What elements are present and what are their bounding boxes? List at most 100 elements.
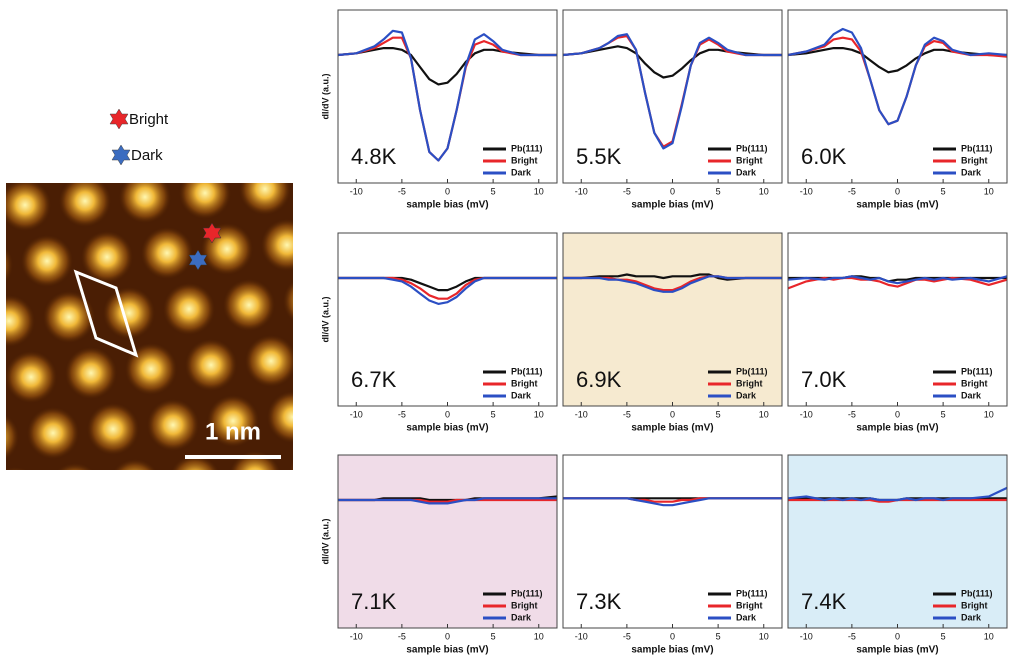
y-axis-label: dI/dV (a.u.) (320, 296, 330, 342)
key-dark: Dark (131, 147, 163, 164)
legend-label: Pb(111) (961, 588, 993, 598)
page: {"key": {"bright": "Bright", "dark": "Da… (0, 0, 1018, 657)
stm-atom (131, 515, 183, 567)
x-tick-label: 5 (941, 186, 946, 196)
stm-atom (0, 179, 51, 231)
legend-label: Bright (736, 600, 763, 610)
x-tick-label: 10 (534, 409, 544, 419)
x-axis-label: sample bias (mV) (856, 645, 938, 656)
legend-label: Pb(111) (511, 143, 543, 153)
x-tick-label: 10 (759, 186, 769, 196)
scale-label: 1 nm (205, 418, 261, 445)
stm-atom (49, 463, 101, 515)
panel-title: 7.4K (801, 589, 847, 614)
x-axis-label: sample bias (mV) (631, 423, 713, 434)
x-tick-label: 0 (670, 631, 675, 641)
legend-label: Pb(111) (961, 143, 993, 153)
panel-title: 6.0K (801, 144, 847, 169)
legend-label: Bright (736, 155, 763, 165)
stm-atom (81, 231, 133, 283)
legend-label: Pb(111) (736, 366, 768, 376)
x-tick-label: 5 (716, 631, 721, 641)
x-tick-label: -5 (398, 186, 406, 196)
legend-label: Pb(111) (961, 366, 993, 376)
x-tick-label: 5 (941, 631, 946, 641)
x-axis-label: sample bias (mV) (856, 423, 938, 434)
x-tick-label: -10 (575, 186, 588, 196)
x-tick-label: 0 (670, 186, 675, 196)
x-axis-label: sample bias (mV) (631, 200, 713, 211)
stm-atom (245, 335, 297, 387)
stm-atom (5, 351, 57, 403)
x-tick-label: 10 (759, 631, 769, 641)
x-tick-label: 5 (941, 409, 946, 419)
stm-atom (21, 235, 73, 287)
panel-title: 6.7K (351, 367, 397, 392)
chart-panel: -10-50510sample bias (mV)6.0KPb(111)Brig… (788, 10, 1007, 211)
legend-label: Bright (961, 600, 988, 610)
legend-label: Pb(111) (736, 143, 768, 153)
key-bright: Bright (129, 111, 169, 128)
x-axis-label: sample bias (mV) (406, 200, 488, 211)
legend-label: Dark (511, 167, 532, 177)
legend-label: Dark (736, 612, 757, 622)
x-tick-label: -10 (800, 186, 813, 196)
legend-label: Bright (961, 155, 988, 165)
x-tick-label: -10 (800, 631, 813, 641)
stm-atom (179, 167, 231, 219)
x-tick-label: 10 (534, 631, 544, 641)
x-tick-label: 5 (491, 409, 496, 419)
x-tick-label: -10 (350, 409, 363, 419)
stm-atom (125, 343, 177, 395)
stm-atom (169, 455, 221, 507)
x-tick-label: -10 (350, 186, 363, 196)
x-axis-label: sample bias (mV) (631, 645, 713, 656)
legend-label: Dark (511, 612, 532, 622)
x-tick-label: 0 (445, 409, 450, 419)
x-tick-label: -10 (575, 631, 588, 641)
stm-atom (27, 407, 79, 459)
x-tick-label: 0 (670, 409, 675, 419)
x-axis-label: sample bias (mV) (406, 423, 488, 434)
stm-atom (239, 163, 291, 215)
x-tick-label: 5 (491, 186, 496, 196)
legend-label: Dark (511, 390, 532, 400)
stm-atom (261, 219, 313, 271)
x-tick-label: 0 (895, 186, 900, 196)
x-tick-label: 0 (895, 409, 900, 419)
stm-atom (191, 511, 243, 563)
panel-title: 5.5K (576, 144, 622, 169)
y-axis-label: dI/dV (a.u.) (320, 73, 330, 119)
stm-atom (11, 523, 63, 575)
stm-atom (43, 291, 95, 343)
bright-star (110, 109, 128, 129)
stm-atom (147, 399, 199, 451)
panel-title: 7.3K (576, 589, 622, 614)
x-tick-label: 10 (534, 186, 544, 196)
x-tick-label: 10 (984, 186, 994, 196)
stm-atom (141, 227, 193, 279)
chart-panel: -10-50510sample bias (mV)dI/dV (a.u.)6.7… (320, 233, 557, 434)
stm-atom (251, 507, 303, 559)
x-tick-label: 10 (984, 631, 994, 641)
legend-label: Dark (736, 390, 757, 400)
legend-label: Pb(111) (511, 588, 543, 598)
x-tick-label: 5 (491, 631, 496, 641)
stm-atom (37, 119, 89, 171)
stm-atom (0, 467, 41, 519)
stm-atom (267, 391, 319, 443)
x-tick-label: 0 (445, 631, 450, 641)
legend-label: Dark (961, 612, 982, 622)
x-tick-label: 0 (445, 186, 450, 196)
figure: Bright Dark 1 nm -10 -5 0 5 10 sample bias (m… (0, 0, 1018, 657)
x-tick-label: 0 (895, 631, 900, 641)
stm-atom (0, 123, 29, 175)
x-tick-label: -5 (848, 186, 856, 196)
stm-atom (289, 447, 341, 499)
x-tick-label: -5 (623, 186, 631, 196)
